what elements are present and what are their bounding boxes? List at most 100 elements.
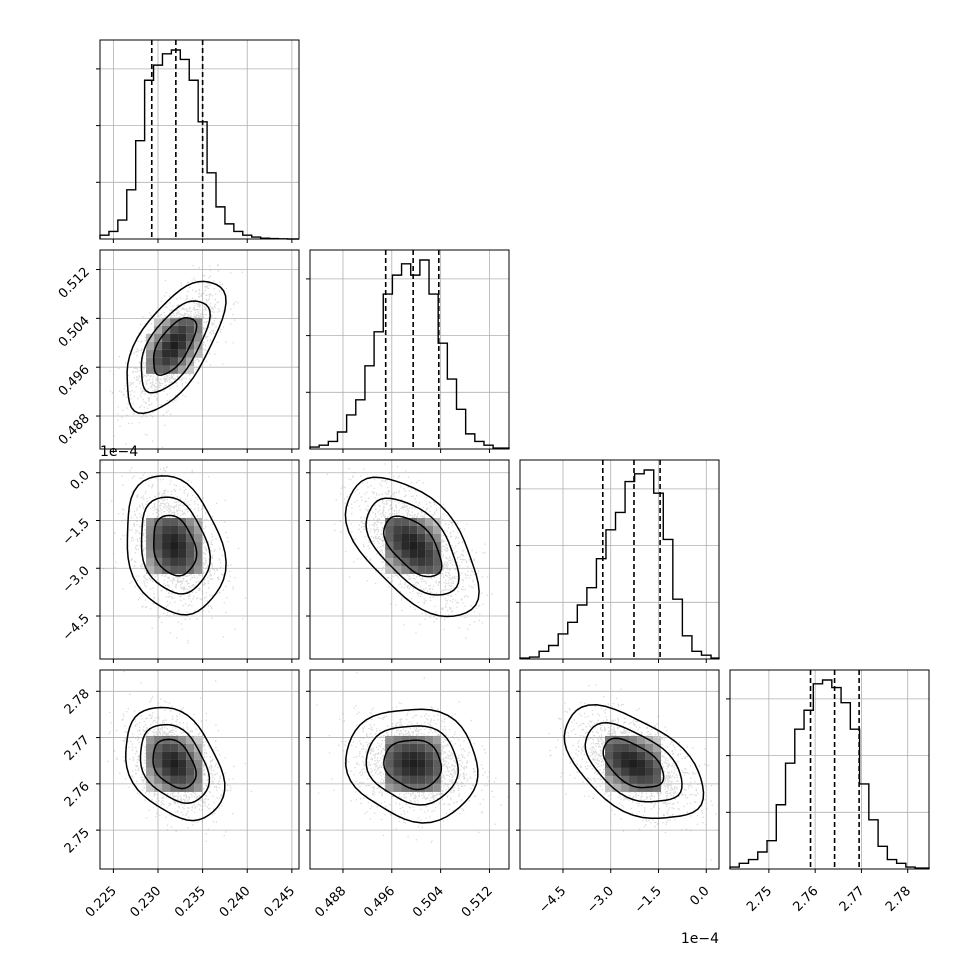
density-block [178,751,187,760]
contour-0 [153,514,198,577]
density-block [653,775,662,784]
density-block [186,735,195,744]
panel-3-2 [519,669,720,870]
density-block [170,325,179,334]
density-block [178,541,187,550]
density-block [637,767,646,776]
density-block [605,751,614,760]
x-offset-label: 1e−4 [681,931,719,947]
density-block [401,759,410,768]
density-block [186,525,195,534]
density-block [178,557,187,566]
density-block [605,743,614,752]
density-block [162,365,171,374]
y-tick-label: 2.78 [62,687,93,718]
density-block [401,735,410,744]
density-block [433,759,442,768]
density-block [146,541,155,550]
x-tick-label: 0.240 [217,884,254,921]
density-block [433,533,442,542]
y-tick-label: 2.77 [62,733,93,764]
x-tick-label: 0.235 [172,884,209,921]
density-block [178,759,187,768]
density-block [621,759,630,768]
y-tick-label: 0.512 [56,265,93,302]
density-block [409,565,418,574]
density-block [154,317,163,326]
density-block [186,517,195,526]
density-block [401,565,410,574]
density-block [417,743,426,752]
y-tick-label: −3.0 [60,563,93,596]
density-block [417,759,426,768]
histogram-panel-0 [96,39,300,240]
density-block [194,341,203,350]
density-block [385,759,394,768]
density-block [178,341,187,350]
contour-2 [125,706,226,822]
density-block [178,743,187,752]
density-block [154,365,163,374]
x-tick-label: 2.77 [837,884,868,915]
density-block [178,317,187,326]
density-block [409,775,418,784]
density-block [645,767,654,776]
y-tick-label: 2.75 [62,825,93,856]
density-block [621,743,630,752]
density-block [401,775,410,784]
y-tick-label: 0.0 [68,468,93,493]
density-block [162,751,171,760]
density-block [401,557,410,566]
density-block [162,767,171,776]
panel-frame-2-1 [309,459,510,660]
density-block [417,775,426,784]
contour-2 [126,280,227,415]
density-block [194,333,203,342]
density-block [146,533,155,542]
density-block [385,517,394,526]
density-block [393,743,402,752]
density-block [393,783,402,792]
density-block [154,565,163,574]
contour-0 [383,739,443,791]
density-block [409,743,418,752]
density-block [433,735,442,744]
contour-2 [563,704,705,820]
y-tick-label: 0.496 [56,362,93,399]
density-block [162,357,171,366]
panel-frame-diag-3 [729,669,930,870]
density-block [146,525,155,534]
density-block [162,775,171,784]
panel-3-1 [309,669,510,870]
density-block [186,743,195,752]
x-tick-label: 0.512 [459,884,496,921]
density-block [154,541,163,550]
density-block [653,751,662,760]
density-block [385,525,394,534]
density-block [146,565,155,574]
density-block [613,735,622,744]
density-block [425,517,434,526]
density-block [170,565,179,574]
density-block [645,783,654,792]
density-block [629,767,638,776]
density-block [162,525,171,534]
density-block [425,533,434,542]
contour-1 [139,723,211,805]
y-tick-label: −1.5 [60,516,93,549]
density-block [146,735,155,744]
density-block [417,767,426,776]
density-block [385,783,394,792]
density-block [613,767,622,776]
density-block [162,783,171,792]
density-block [401,541,410,550]
density-block [146,767,155,776]
x-tick-label: 0.504 [410,884,447,921]
density-block [194,735,203,744]
density-block [154,751,163,760]
density-block [433,549,442,558]
contour-2 [126,475,227,616]
density-block [154,743,163,752]
density-block [154,341,163,350]
contour-1 [365,725,459,806]
